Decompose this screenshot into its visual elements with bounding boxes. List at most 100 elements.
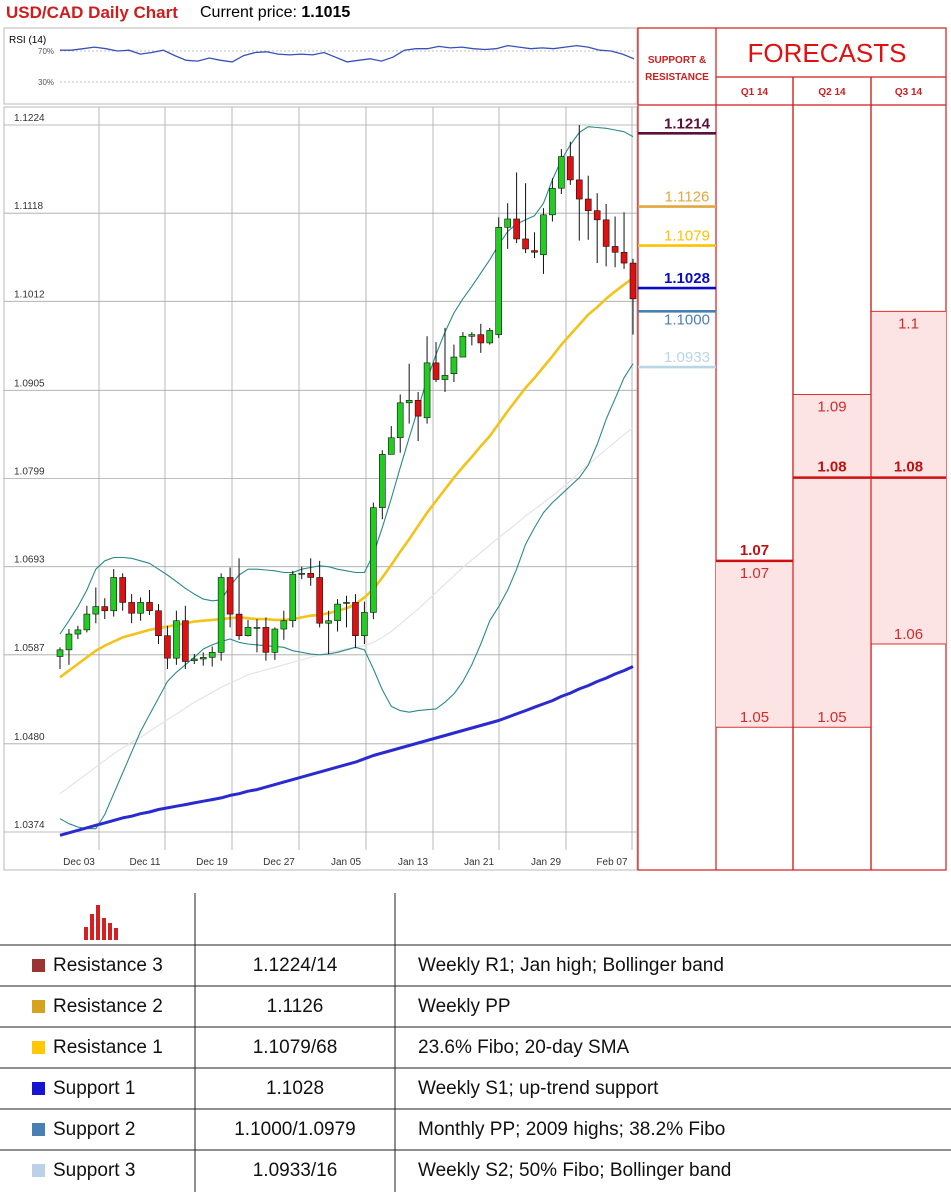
bar-chart-icon [84, 905, 118, 940]
rsi-line [60, 44, 635, 63]
level-value: 1.0933/16 [252, 1160, 338, 1181]
y-tick-label: 1.0905 [14, 378, 45, 389]
x-tick-label: Dec 03 [63, 857, 95, 868]
candle-body [432, 362, 440, 380]
level-name: Resistance 1 [53, 1037, 163, 1058]
bollinger-upper-line [59, 126, 634, 635]
x-tick-label: Jan 13 [398, 857, 428, 868]
forecast-median-label: 1.08 [817, 459, 846, 476]
candle-body [137, 602, 144, 614]
indicator-lines [59, 126, 634, 837]
bollinger-lower-line [59, 363, 634, 830]
forecasts-title: FORECASTS [748, 38, 907, 68]
candle-body [173, 620, 180, 659]
sr-level-label: 1.0933 [664, 349, 710, 366]
table-row: Support 1 1.1028 Weekly S1; up-trend suppo… [0, 1068, 951, 1109]
level-swatch [32, 1123, 45, 1136]
forecast-range [716, 560, 793, 728]
candle-body [531, 250, 538, 253]
candle-body [441, 375, 449, 380]
chart-area: RSI (14) 70% 30% 1.1224 1.1118 1.1012 1.090… [3, 27, 947, 871]
support-resistance-levels: 1.1214 1.1126 1.1079 1.1028 1.1000 1.0933 [638, 115, 716, 369]
forecast-median-label: 1.08 [894, 459, 923, 476]
table-row: Support 2 1.1000/1.0979 Monthly PP; 2009 h… [0, 1109, 951, 1150]
forecast-panel: SUPPORT & RESISTANCE FORECASTS Q1 14 1.07… [637, 27, 947, 871]
chart-title: USD/CAD Daily Chart [6, 3, 178, 22]
level-comment: Weekly S1; up-trend support [418, 1078, 659, 1099]
candle-body [235, 613, 243, 637]
candle-body [486, 330, 494, 344]
sr-level-label: 1.1000 [664, 311, 710, 328]
level-comment: Monthly PP; 2009 highs; 38.2% Fibo [418, 1119, 726, 1140]
candle-body [396, 402, 404, 439]
sr-level-label: 1.1079 [664, 228, 710, 245]
level-comment: Weekly S2; 50% Fibo; Bollinger band [418, 1160, 732, 1181]
sma-blue-line [59, 665, 634, 837]
candle-body [540, 214, 547, 256]
candle-body [611, 246, 619, 253]
candle-body [558, 156, 565, 189]
candle-body [405, 400, 413, 404]
level-name: Support 1 [53, 1078, 136, 1099]
level-swatch [32, 1000, 45, 1013]
forecast-max-label: 1.09 [817, 398, 846, 415]
level-value: 1.1224/14 [252, 955, 338, 976]
x-tick-label: Jan 21 [464, 857, 494, 868]
candle-body [575, 179, 583, 200]
level-swatch [32, 1041, 45, 1054]
level-name: Support 2 [53, 1119, 136, 1140]
forecast-max-label: 1.1 [898, 315, 919, 332]
candle-body [584, 198, 592, 211]
x-tick-label: Jan 29 [531, 857, 561, 868]
quarter-label: Q3 14 [895, 87, 923, 98]
x-axis: Dec 03 Dec 11 Dec 19 Dec 27 Jan 05 Jan 13 Jan … [63, 857, 628, 868]
level-value: 1.1000/1.0979 [234, 1119, 356, 1140]
candle-body [146, 602, 153, 612]
x-tick-label: Jan 05 [331, 857, 361, 868]
candle-body [334, 603, 341, 622]
y-tick-label: 1.0799 [14, 467, 45, 478]
candle-body [352, 602, 359, 637]
candle-body [477, 334, 485, 344]
candle-body [119, 577, 126, 603]
sma-mid-line [59, 427, 634, 795]
level-value: 1.1028 [265, 1078, 325, 1099]
candle-body [110, 577, 118, 612]
rsi-30-label: 30% [38, 78, 54, 87]
candle-body [602, 219, 610, 247]
y-tick-label: 1.0374 [14, 820, 45, 831]
level-name: Support 3 [53, 1160, 136, 1181]
candle-body [280, 620, 288, 630]
y-tick-label: 1.1224 [14, 113, 45, 124]
table-row: Resistance 3 1.1224/14 Weekly R1; Jan high… [0, 945, 951, 986]
level-comment: Weekly R1; Jan high; Bollinger band [418, 955, 724, 976]
candle-body [253, 627, 261, 629]
candle-body [387, 437, 395, 455]
candle-body [164, 635, 171, 659]
candle-body [513, 218, 520, 240]
y-axis: 1.1224 1.1118 1.1012 1.0905 1.0799 1.0693 1.05… [14, 113, 45, 831]
candle-body [190, 658, 198, 661]
price-label: Current price: [200, 4, 297, 21]
sr-level-label: 1.1028 [664, 270, 710, 287]
y-tick-label: 1.0693 [14, 555, 45, 566]
forecast-min-label: 1.05 [740, 709, 769, 726]
y-tick-label: 1.1118 [14, 201, 44, 212]
y-tick-label: 1.0480 [14, 732, 45, 743]
rsi-label: RSI (14) [9, 35, 46, 46]
level-swatch [32, 1164, 45, 1177]
candle-body [182, 620, 189, 662]
candle-body [414, 400, 422, 417]
sr-level-label: 1.1214 [664, 115, 711, 132]
grid [4, 107, 637, 850]
candle-body [65, 633, 73, 651]
candle-body [226, 577, 234, 615]
x-tick-label: Feb 07 [596, 857, 628, 868]
candle-body [289, 573, 297, 622]
candle-body [155, 610, 162, 637]
candle-body [620, 251, 628, 264]
sr-level-label: 1.1126 [665, 189, 710, 206]
candle-body [325, 620, 332, 624]
x-tick-label: Dec 27 [263, 857, 295, 868]
candle-body [128, 602, 135, 614]
